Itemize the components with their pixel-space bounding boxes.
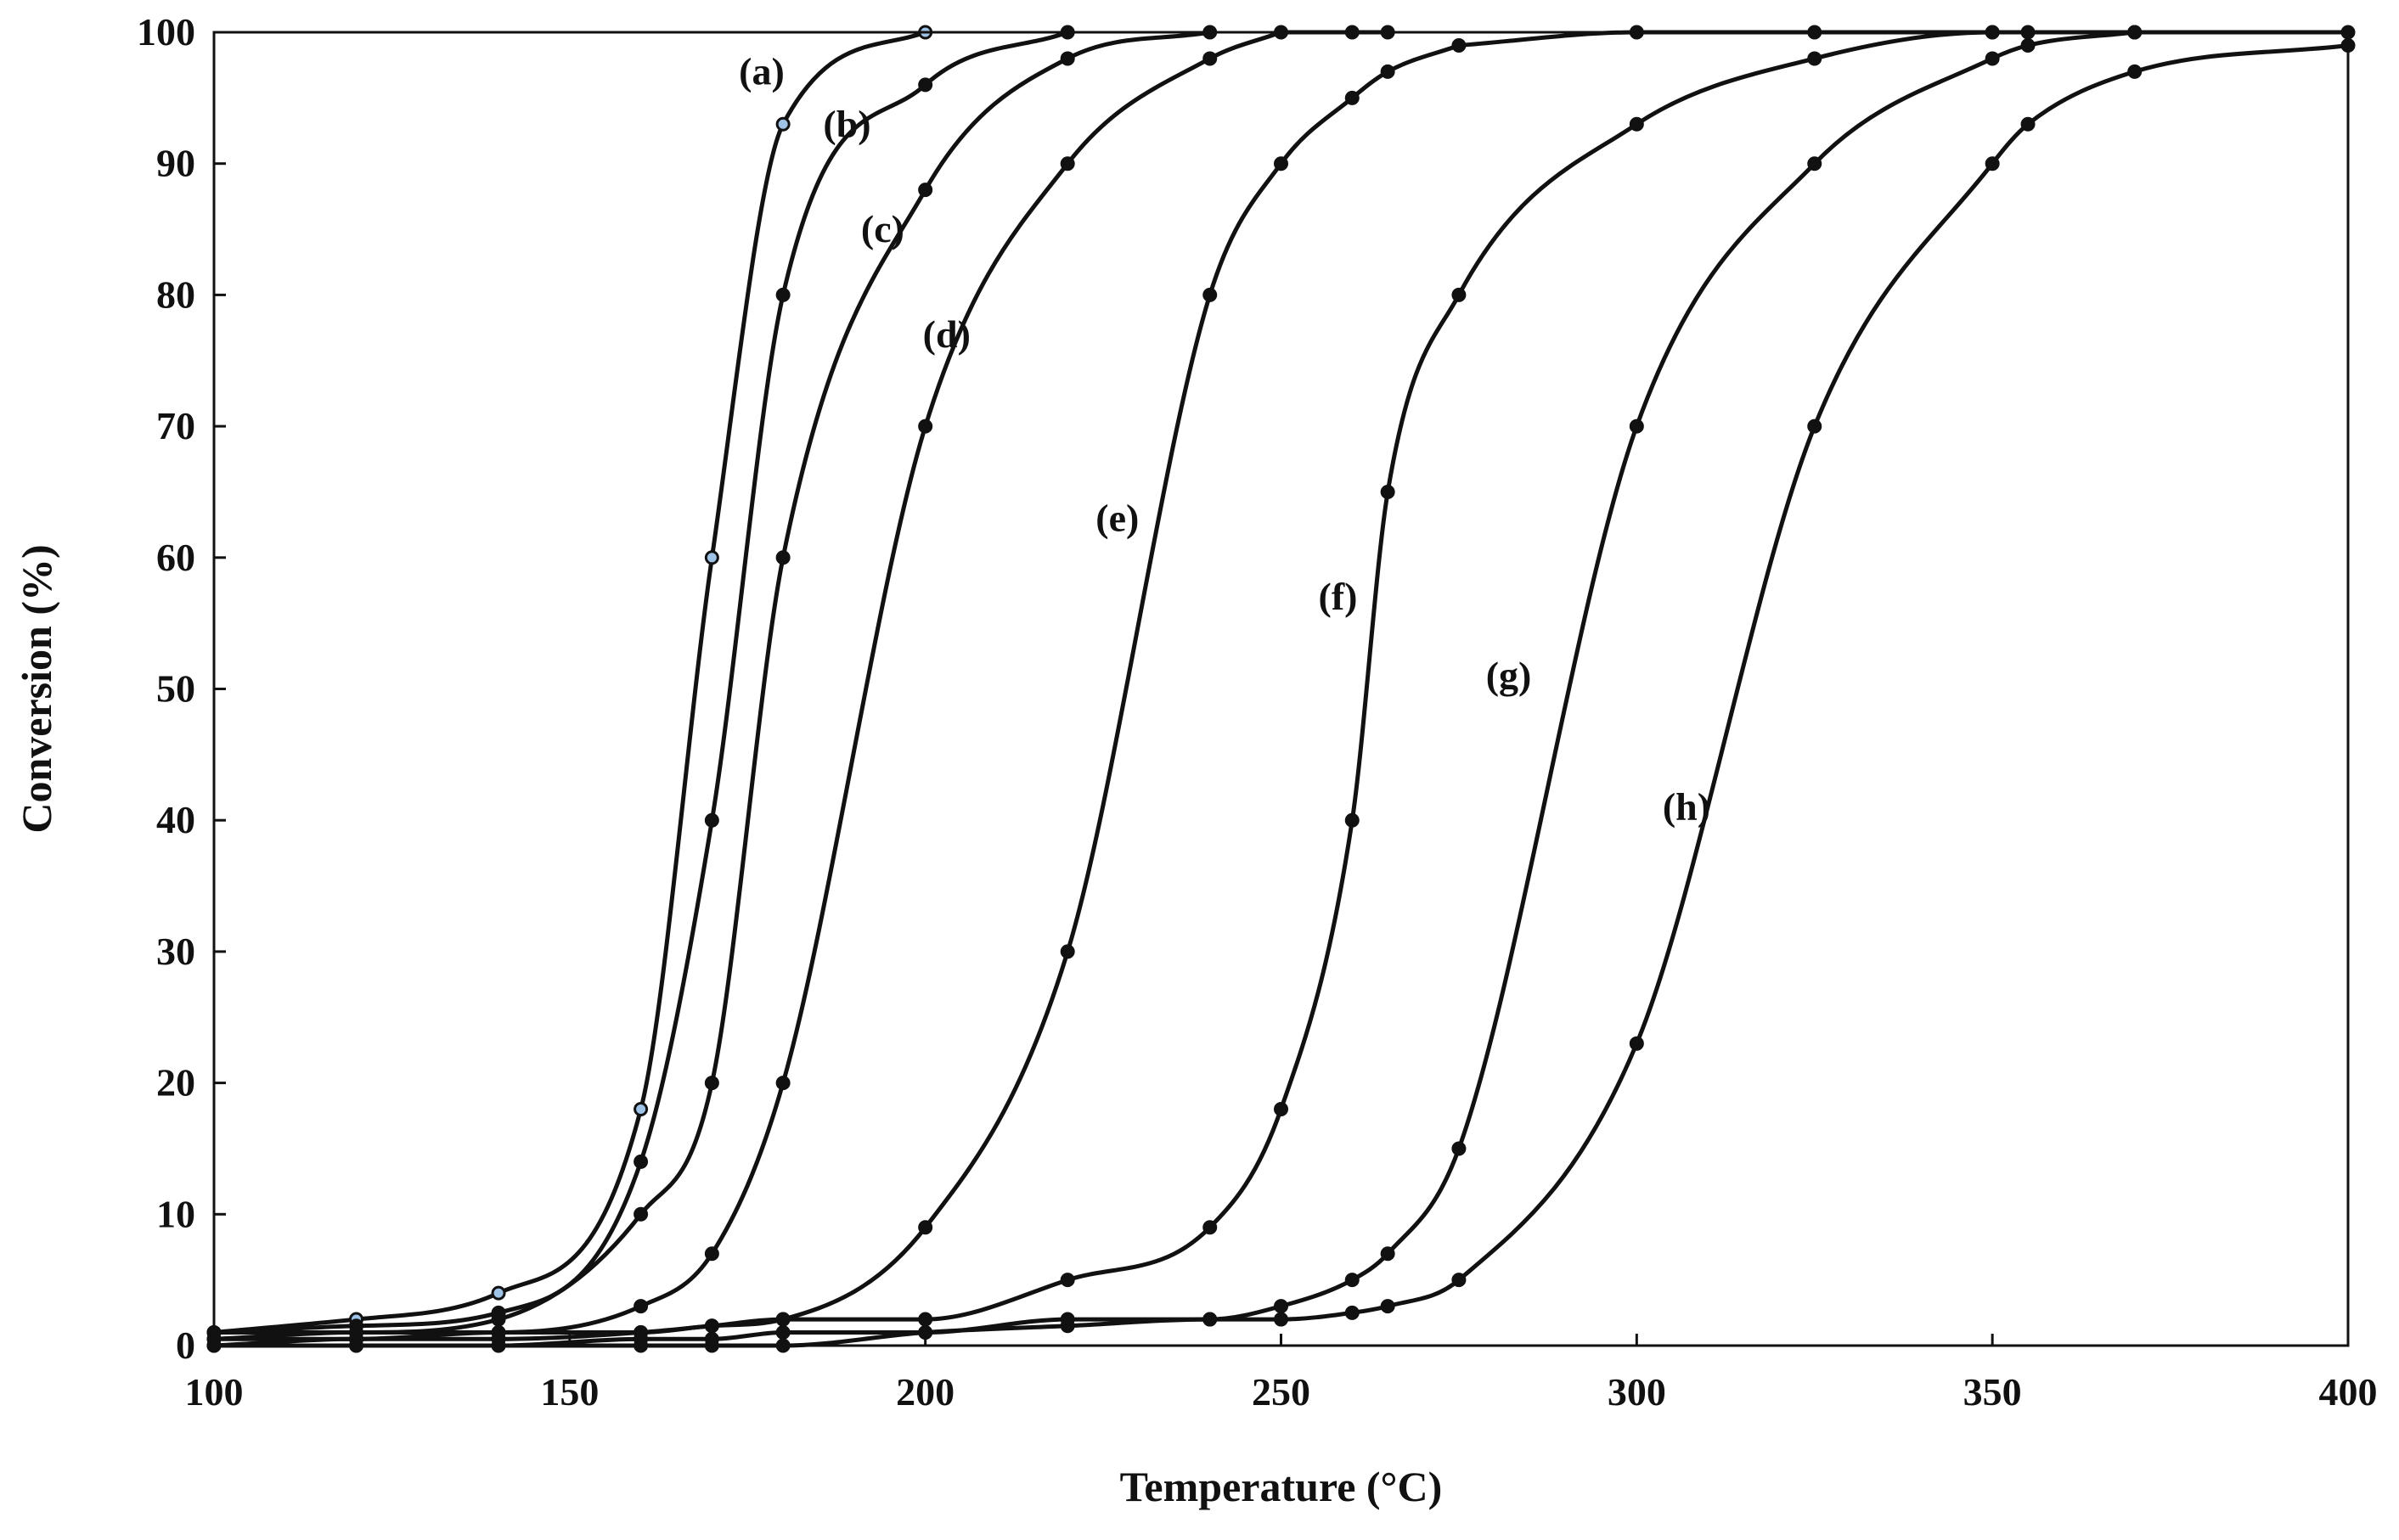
series-d-point-6 <box>918 419 933 434</box>
series-e-point-8 <box>1202 287 1218 302</box>
series-h-point-15 <box>1985 156 2000 171</box>
series-h-point-17 <box>2127 64 2143 79</box>
series-e-point-6 <box>918 1220 933 1235</box>
x-tick-label-300: 300 <box>1608 1370 1666 1414</box>
series-b-point-6 <box>918 77 933 93</box>
series-c-point-3 <box>634 1206 649 1222</box>
series-d-point-7 <box>1060 156 1075 171</box>
series-g-point-9 <box>1274 1299 1288 1314</box>
series-h-point-10 <box>1344 1305 1360 1320</box>
series-b-point-4 <box>704 812 719 828</box>
series-d-point-8 <box>1202 51 1218 66</box>
series-e-point-12 <box>1451 37 1467 53</box>
series-f-point-8 <box>1202 1220 1218 1235</box>
y-tick-label-70: 70 <box>156 404 195 447</box>
series-g-point-15 <box>1985 51 2000 66</box>
series-g-point-11 <box>1380 1246 1395 1262</box>
y-tick-label-60: 60 <box>156 536 195 579</box>
series-f-point-9 <box>1274 1102 1288 1117</box>
series-h-point-12 <box>1451 1273 1467 1288</box>
x-tick-label-350: 350 <box>1963 1370 2022 1414</box>
tick-labels: 100 150 200 250 300 350 400 0 10 20 30 40 50 60 70 80 90… <box>137 10 2378 1414</box>
series-d-point-3 <box>634 1299 649 1314</box>
series-h-point-11 <box>1380 1299 1395 1314</box>
y-tick-label-10: 10 <box>156 1192 195 1235</box>
axis-ticks <box>212 31 2350 1347</box>
series-a-line <box>211 30 928 1335</box>
x-tick-label-250: 250 <box>1252 1370 1310 1414</box>
series-e-point-10 <box>1344 90 1360 105</box>
series-a-point-4 <box>704 550 719 565</box>
series-h-point-14 <box>1807 419 1822 434</box>
series-h-point-8 <box>1202 1312 1218 1327</box>
series-f-point-12 <box>1451 287 1467 302</box>
series-f-point-4 <box>704 1318 719 1334</box>
series-g-point-16 <box>2020 37 2036 53</box>
series-f-point-11 <box>1380 484 1395 499</box>
series-d-point-5 <box>775 1076 791 1091</box>
curve-label-e: (e) <box>1095 496 1139 539</box>
series-b-line <box>211 30 1070 1335</box>
curve-label-b: (b) <box>823 102 870 145</box>
series-f-point-14 <box>1807 51 1822 66</box>
curve-label-h: (h) <box>1663 785 1710 829</box>
series-b-point-3 <box>634 1154 649 1169</box>
series-e-line <box>211 43 1461 1341</box>
series-c-line <box>211 30 1213 1335</box>
x-tick-label-100: 100 <box>185 1370 244 1414</box>
y-tick-label-20: 20 <box>156 1061 195 1104</box>
series-h-point-16 <box>2020 116 2036 132</box>
y-tick-label-80: 80 <box>156 273 195 316</box>
series-e-point-11 <box>1380 64 1395 79</box>
curve-label-g: (g) <box>1486 654 1532 697</box>
x-tick-label-200: 200 <box>896 1370 955 1414</box>
series-e-point-7 <box>1060 944 1075 959</box>
series-c-point-7 <box>1060 51 1075 66</box>
series-c-point-2 <box>491 1312 506 1327</box>
series-g-point-10 <box>1344 1273 1360 1288</box>
x-tick-label-150: 150 <box>540 1370 599 1414</box>
series-c-point-5 <box>775 550 791 565</box>
series-b-point-5 <box>775 287 791 302</box>
series-a-point-5 <box>775 116 791 132</box>
series-a-point-2 <box>491 1285 506 1301</box>
series-c-point-6 <box>918 183 933 198</box>
series-c-point-4 <box>704 1076 719 1091</box>
series-f-point-6 <box>918 1312 933 1327</box>
series-g-point-12 <box>1451 1141 1467 1156</box>
y-axis-title: Conversion (%) <box>13 544 60 833</box>
series-a-point-3 <box>634 1102 649 1117</box>
series-f-point-7 <box>1060 1273 1075 1288</box>
series-h-point-13 <box>1629 1036 1644 1051</box>
series-e-point-9 <box>1274 156 1288 171</box>
curve-label-d: (d) <box>923 312 971 356</box>
y-tick-label-90: 90 <box>156 142 195 185</box>
series-g-point-13 <box>1629 419 1644 434</box>
series-f-point-10 <box>1344 812 1360 828</box>
y-tick-label-100: 100 <box>137 10 195 53</box>
curve-labels: (a) (b) (c) (d) (e) (f) (g) (h) <box>739 49 1710 828</box>
series-g-point-5 <box>775 1325 791 1340</box>
y-tick-label-30: 30 <box>156 930 195 973</box>
y-tick-label-40: 40 <box>156 798 195 841</box>
series-g-point-14 <box>1807 156 1822 171</box>
series-h-point-7 <box>1060 1318 1075 1334</box>
series-d-point-4 <box>704 1246 719 1262</box>
series-f-point-13 <box>1629 116 1644 132</box>
y-tick-label-50: 50 <box>156 667 195 711</box>
x-axis-title: Temperature (°C) <box>1120 1463 1443 1510</box>
curve-label-a: (a) <box>739 49 785 93</box>
series-f-point-5 <box>775 1312 791 1327</box>
y-tick-label-0: 0 <box>176 1324 195 1367</box>
series-h-point-9 <box>1274 1312 1288 1327</box>
curve-label-f: (f) <box>1319 575 1358 618</box>
x-tick-label-400: 400 <box>2319 1370 2378 1414</box>
curve-label-c: (c) <box>861 207 904 250</box>
